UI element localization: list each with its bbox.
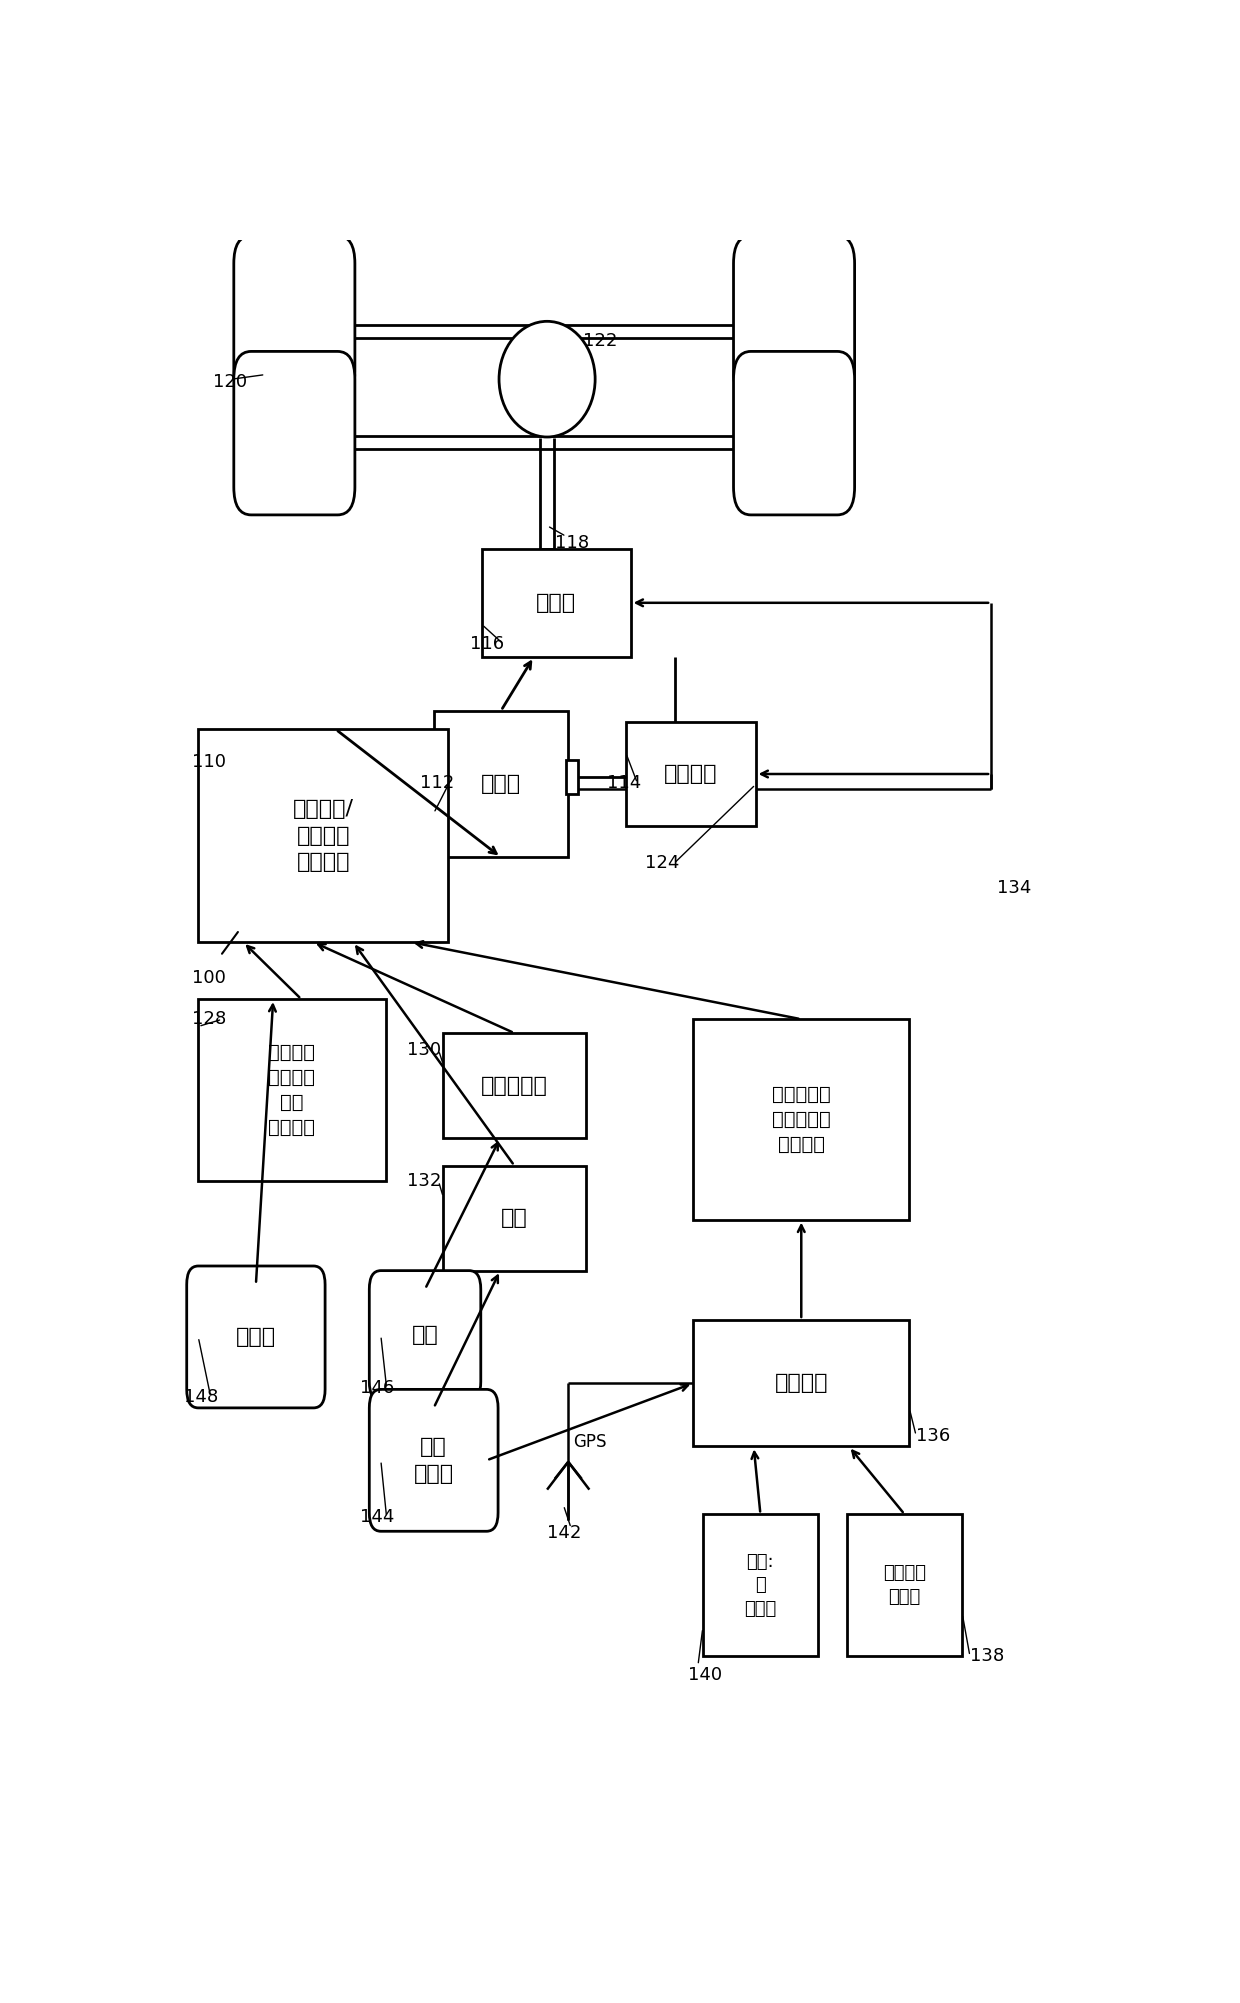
Text: 132: 132	[407, 1172, 441, 1190]
Text: 128: 128	[191, 1010, 226, 1028]
Text: 车速: 车速	[501, 1208, 528, 1228]
Bar	[444, 1166, 585, 1270]
Text: 136: 136	[916, 1426, 950, 1444]
Text: 140: 140	[688, 1666, 723, 1685]
Text: 130: 130	[407, 1042, 441, 1060]
FancyBboxPatch shape	[370, 1390, 498, 1530]
Bar	[703, 1514, 818, 1656]
Text: 142: 142	[547, 1524, 582, 1542]
Text: 导航系统: 导航系统	[775, 1374, 828, 1394]
Text: 116: 116	[470, 635, 505, 653]
Bar	[693, 1320, 909, 1446]
FancyBboxPatch shape	[370, 1270, 481, 1400]
Bar	[198, 999, 386, 1182]
Text: 114: 114	[606, 775, 641, 793]
Text: 地图:
当
地坡度: 地图: 当 地坡度	[744, 1552, 776, 1618]
Bar	[434, 711, 568, 857]
Bar	[693, 1020, 909, 1220]
Text: 110: 110	[191, 753, 226, 771]
FancyBboxPatch shape	[734, 351, 854, 515]
Bar	[847, 1514, 962, 1656]
Text: 118: 118	[554, 533, 589, 551]
Text: 起动马达: 起动马达	[663, 763, 718, 783]
Text: 122: 122	[583, 332, 618, 351]
Text: 踏板: 踏板	[412, 1326, 439, 1346]
Text: 100: 100	[191, 969, 226, 987]
Text: 驾驶员控制: 驾驶员控制	[481, 1076, 548, 1096]
Text: 速度
传感器: 速度 传感器	[414, 1436, 454, 1484]
Text: 148: 148	[184, 1388, 218, 1406]
Text: 144: 144	[360, 1508, 394, 1526]
Bar	[198, 729, 448, 941]
FancyBboxPatch shape	[734, 236, 854, 399]
Text: 112: 112	[420, 775, 455, 793]
Text: 具有起动/
停止逻辑
的控制器: 具有起动/ 停止逻辑 的控制器	[293, 799, 353, 871]
Bar	[444, 1034, 585, 1138]
FancyBboxPatch shape	[187, 1266, 325, 1408]
Text: 发动机、
变速器、
电力
气候状态: 发动机、 变速器、 电力 气候状态	[268, 1044, 315, 1138]
FancyBboxPatch shape	[234, 236, 355, 399]
Ellipse shape	[498, 320, 595, 437]
Text: GPS: GPS	[573, 1432, 606, 1450]
Text: 变速器: 变速器	[536, 593, 577, 613]
Text: 发动机: 发动机	[481, 773, 521, 793]
Bar	[567, 759, 578, 793]
Bar	[481, 549, 631, 657]
Text: 传感器: 传感器	[236, 1326, 277, 1346]
Text: 134: 134	[997, 879, 1032, 897]
Text: 124: 124	[645, 855, 680, 873]
Bar	[626, 721, 755, 827]
Text: 即将到来的
车辆停止的
持续时间: 即将到来的 车辆停止的 持续时间	[771, 1086, 831, 1154]
FancyBboxPatch shape	[234, 351, 355, 515]
Text: 146: 146	[360, 1378, 394, 1396]
Text: 未来的交
通预测: 未来的交 通预测	[883, 1564, 926, 1606]
Text: 120: 120	[213, 373, 247, 391]
Text: 138: 138	[970, 1646, 1004, 1664]
